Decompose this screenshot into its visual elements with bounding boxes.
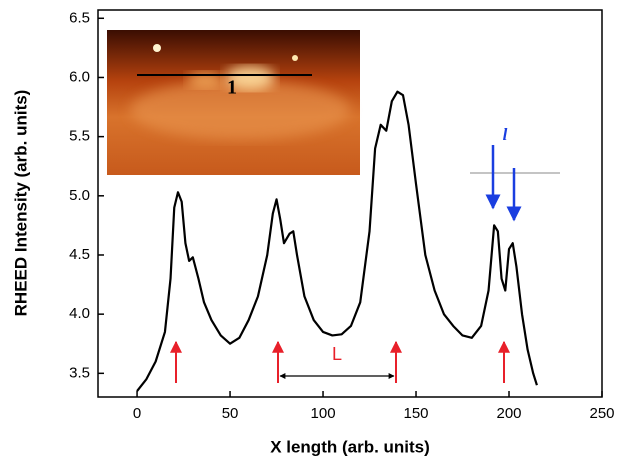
x-tick-label: 250 — [589, 405, 614, 422]
y-tick-label: 5.5 — [69, 128, 90, 145]
y-tick-label: 3.5 — [69, 364, 90, 381]
span-label: L — [332, 344, 342, 364]
y-tick-label: 6.0 — [69, 68, 90, 85]
x-tick-label: 100 — [311, 405, 336, 422]
plot-frame — [97, 9, 603, 398]
y-tick-label: 5.0 — [69, 187, 90, 204]
x-tick-label: 200 — [496, 405, 521, 422]
spacing-label: l — [503, 125, 508, 144]
data-line — [136, 90, 538, 392]
y-tick-label: 4.5 — [69, 246, 90, 263]
y-tick-label: 4.0 — [69, 305, 90, 322]
inset-label: 1 — [227, 77, 237, 99]
x-tick-label: 150 — [404, 405, 429, 422]
y-axis-label: RHEED Intensity (arb. units) — [11, 90, 30, 317]
annotations: L l — [170, 125, 560, 383]
x-axis-label: X length (arb. units) — [270, 437, 430, 456]
x-tick-label: 50 — [222, 405, 239, 422]
inset-image: 1 — [107, 30, 360, 175]
y-tick-label: 6.5 — [69, 9, 90, 26]
x-tick-label: 0 — [133, 405, 141, 422]
